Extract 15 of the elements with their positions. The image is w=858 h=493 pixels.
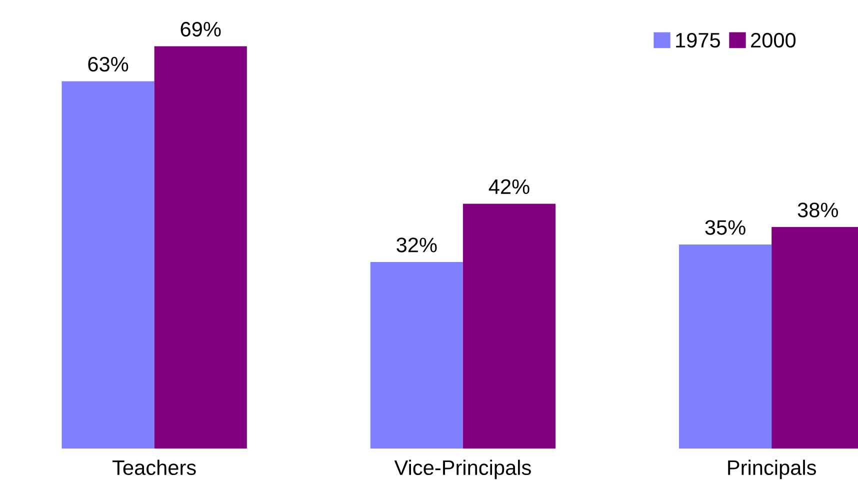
bar [370,262,463,449]
data-label: 32% [396,238,437,252]
data-label: 38% [798,202,838,218]
data-label: 35% [705,220,746,235]
x-tick-label: Vice-Principals [394,460,531,480]
data-label: 69% [180,22,221,37]
legend-label: 1975 [676,32,720,48]
bar [462,204,556,449]
bar [154,46,247,449]
data-label: 42% [488,179,530,194]
bar [62,81,154,449]
data-label: 63% [88,56,128,72]
x-tick-label: Teachers [112,460,196,476]
legend-label: 2000 [751,32,796,48]
x-tick-label: Principals [728,460,816,480]
